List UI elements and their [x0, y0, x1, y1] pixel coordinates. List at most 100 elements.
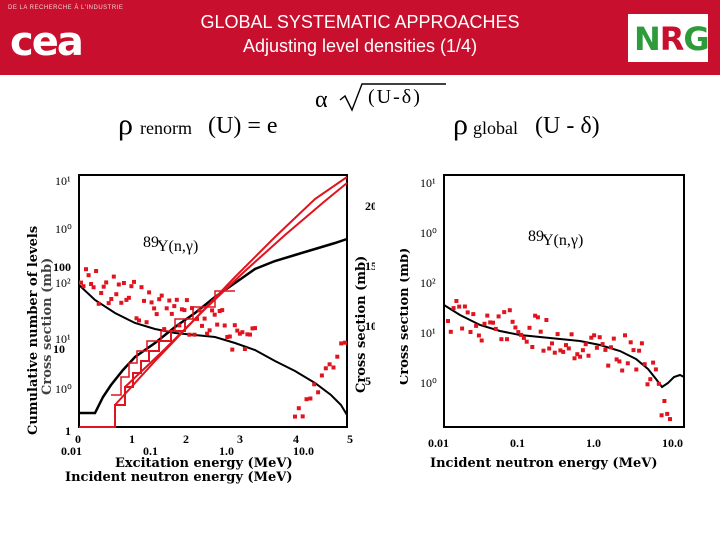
data-point — [552, 350, 557, 355]
data-point — [327, 362, 332, 367]
data-point — [81, 284, 86, 289]
data-point — [623, 333, 627, 338]
data-point — [220, 308, 225, 313]
data-point — [174, 297, 179, 302]
data-point — [96, 301, 101, 306]
y-tick: 10⁰ — [55, 382, 72, 396]
data-point — [319, 373, 324, 378]
x-tick-neutron: 0.1 — [143, 444, 158, 458]
data-point — [250, 326, 255, 331]
data-point — [237, 331, 242, 336]
data-point — [535, 315, 540, 320]
data-point — [308, 396, 313, 401]
data-point — [606, 363, 611, 368]
data-point — [521, 335, 526, 340]
data-point — [645, 382, 650, 387]
slide-title: GLOBAL SYSTEMATIC APPROACHES — [200, 12, 520, 32]
data-point — [446, 319, 450, 323]
right-cross-section-plot: 10¹ 10⁰ 10² 10¹ 10⁰ 0.01 0.1 1.0 10.0 In… — [400, 174, 685, 471]
data-point — [659, 413, 664, 418]
data-point — [491, 320, 495, 325]
data-point — [86, 273, 91, 278]
data-point — [116, 282, 121, 287]
data-point — [555, 332, 560, 337]
data-point — [167, 298, 172, 303]
data-point — [104, 280, 109, 285]
data-point — [240, 330, 245, 335]
mass-number: 89 — [143, 234, 159, 251]
data-point — [499, 337, 504, 342]
y-tick: 10² — [55, 276, 71, 290]
x-tick-energy: 4 — [293, 432, 299, 446]
data-point — [572, 356, 577, 361]
data-point — [195, 316, 199, 321]
nrg-logo: NRG — [628, 14, 710, 62]
nrg-n: N — [634, 20, 661, 58]
data-point — [164, 306, 169, 311]
data-point — [476, 333, 481, 338]
y-tick-right: 5 — [365, 374, 371, 388]
data-point — [502, 310, 507, 315]
data-point — [296, 406, 301, 411]
y-tick-right: 20 — [365, 199, 375, 213]
data-point — [184, 298, 189, 303]
data-point — [109, 297, 114, 301]
data-point — [611, 336, 616, 341]
data-point — [505, 337, 509, 342]
data-point — [544, 318, 549, 322]
data-point — [316, 390, 321, 395]
x-tick-energy: 2 — [183, 432, 189, 446]
data-point — [620, 368, 625, 373]
x-tick-neutron: 1.0 — [219, 444, 234, 458]
data-point — [300, 414, 305, 419]
data-point — [192, 332, 197, 337]
data-point — [230, 347, 235, 352]
data-point — [190, 306, 194, 311]
nrg-logo-text: NRG — [634, 20, 710, 58]
data-point — [527, 325, 532, 330]
data-point — [227, 334, 232, 339]
data-point — [207, 328, 212, 333]
data-point — [457, 304, 462, 309]
reaction-label: Y(n,γ) — [542, 232, 583, 249]
red-fit-line-lower — [124, 182, 348, 388]
data-point — [569, 332, 574, 337]
data-point — [210, 308, 215, 313]
data-point — [479, 338, 484, 343]
y-label-levels: Cumulative number of levels — [26, 226, 41, 435]
data-point — [339, 341, 344, 346]
data-point — [187, 332, 192, 337]
data-point — [451, 306, 456, 311]
data-point — [91, 285, 96, 290]
data-point — [212, 312, 217, 317]
red-data-points — [446, 299, 672, 422]
data-point — [202, 316, 207, 321]
data-point — [293, 414, 297, 419]
y-tick-right: 10 — [365, 319, 375, 333]
data-point — [547, 346, 552, 351]
data-point — [485, 313, 490, 318]
data-point — [662, 399, 667, 403]
x-tick-neutron: 0.01 — [61, 444, 82, 458]
data-point — [462, 304, 467, 309]
data-point — [625, 361, 630, 366]
renorm-subscript: renorm — [140, 118, 192, 138]
data-point — [162, 327, 167, 332]
data-point — [159, 293, 164, 298]
x-tick-energy: 0 — [75, 432, 81, 446]
data-point — [114, 292, 119, 297]
cea-tagline: DE LA RECHERCHE À L'INDUSTRIE — [8, 5, 124, 11]
data-point — [594, 345, 599, 350]
data-point — [106, 301, 111, 306]
y-label: Cross section (mb) — [400, 248, 412, 385]
data-point — [460, 326, 465, 331]
data-point — [119, 300, 124, 305]
data-point — [631, 348, 636, 353]
y-label-cross-right: Cross section (mb) — [354, 256, 369, 393]
x-tick: 1.0 — [586, 436, 601, 450]
data-point — [648, 377, 653, 382]
data-point — [653, 367, 658, 372]
data-point — [179, 307, 184, 312]
data-point — [524, 339, 529, 344]
data-point — [79, 280, 83, 285]
